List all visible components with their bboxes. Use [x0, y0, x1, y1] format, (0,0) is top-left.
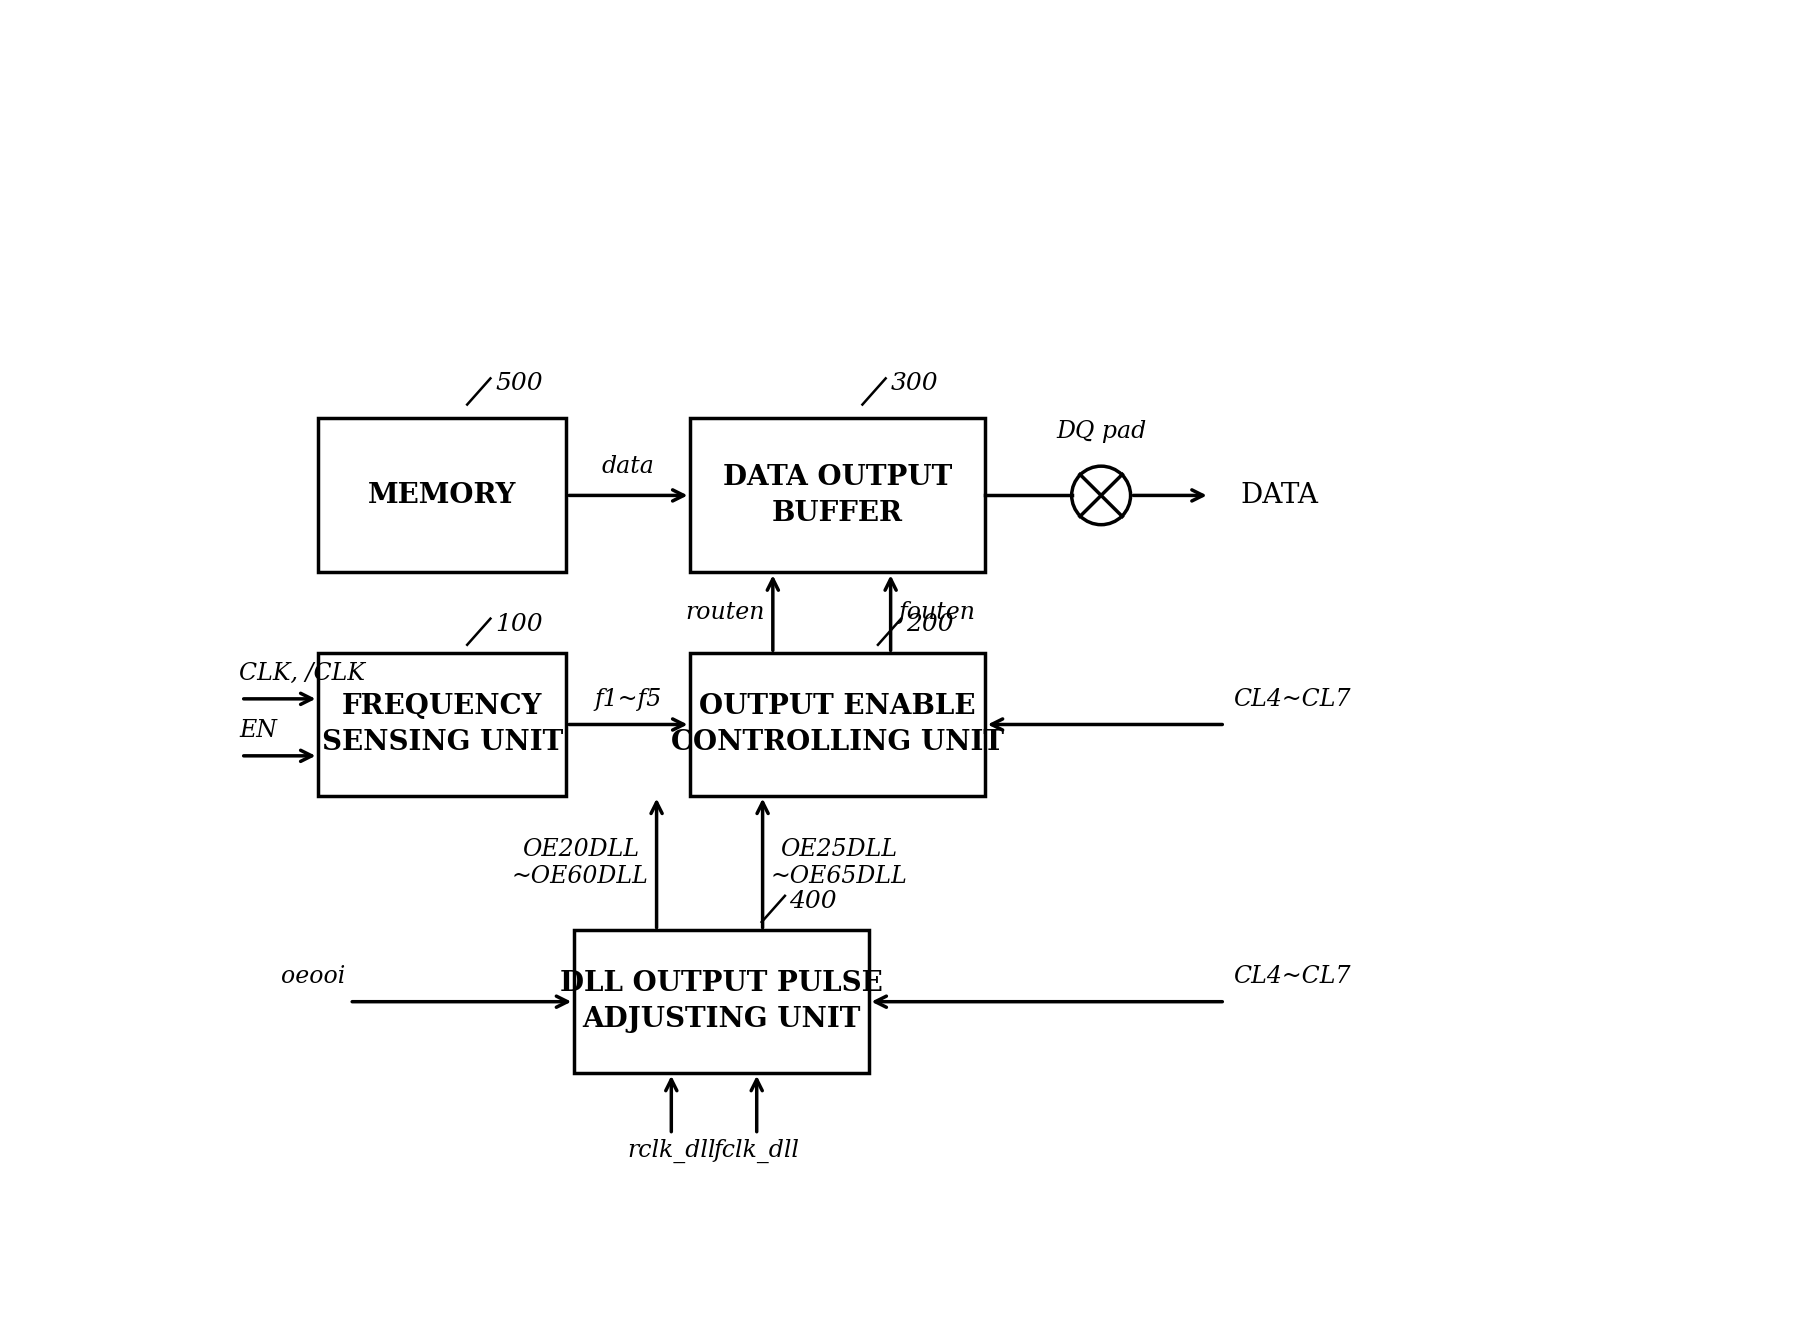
Text: DLL OUTPUT PULSE
ADJUSTING UNIT: DLL OUTPUT PULSE ADJUSTING UNIT — [561, 970, 883, 1033]
Text: 400: 400 — [790, 890, 837, 913]
Text: DQ pad: DQ pad — [1057, 420, 1147, 443]
Text: 200: 200 — [905, 613, 954, 635]
Text: data: data — [602, 456, 654, 478]
Text: CLK, /CLK: CLK, /CLK — [240, 662, 366, 685]
Bar — [573, 931, 869, 1073]
Text: DATA: DATA — [1240, 482, 1318, 509]
Text: oeooi: oeooi — [281, 965, 346, 987]
Text: FREQUENCY
SENSING UNIT: FREQUENCY SENSING UNIT — [321, 693, 563, 755]
Text: routen: routen — [685, 601, 764, 625]
Text: CL4~CL7: CL4~CL7 — [1233, 965, 1350, 987]
Text: 500: 500 — [496, 372, 543, 395]
Bar — [691, 654, 984, 796]
Text: DATA OUTPUT
BUFFER: DATA OUTPUT BUFFER — [723, 464, 952, 527]
Text: CL4~CL7: CL4~CL7 — [1233, 688, 1350, 710]
Text: 300: 300 — [891, 372, 938, 395]
Text: fouten: fouten — [898, 601, 975, 625]
Text: OE25DLL
~OE65DLL: OE25DLL ~OE65DLL — [770, 838, 907, 888]
Bar — [319, 654, 566, 796]
Text: f1~f5: f1~f5 — [595, 688, 662, 710]
Text: EN: EN — [240, 720, 278, 742]
Text: MEMORY: MEMORY — [368, 482, 517, 509]
Bar — [691, 418, 984, 572]
Bar — [319, 418, 566, 572]
Text: rclk_dll: rclk_dll — [627, 1139, 716, 1162]
Text: 100: 100 — [496, 613, 543, 635]
Text: fclk_dll: fclk_dll — [714, 1139, 801, 1162]
Text: OE20DLL
~OE60DLL: OE20DLL ~OE60DLL — [512, 838, 649, 888]
Text: OUTPUT ENABLE
CONTROLLING UNIT: OUTPUT ENABLE CONTROLLING UNIT — [671, 693, 1004, 755]
